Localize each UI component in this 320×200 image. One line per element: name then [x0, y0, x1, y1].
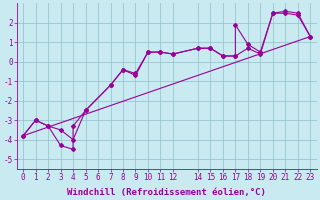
X-axis label: Windchill (Refroidissement éolien,°C): Windchill (Refroidissement éolien,°C): [67, 188, 266, 197]
